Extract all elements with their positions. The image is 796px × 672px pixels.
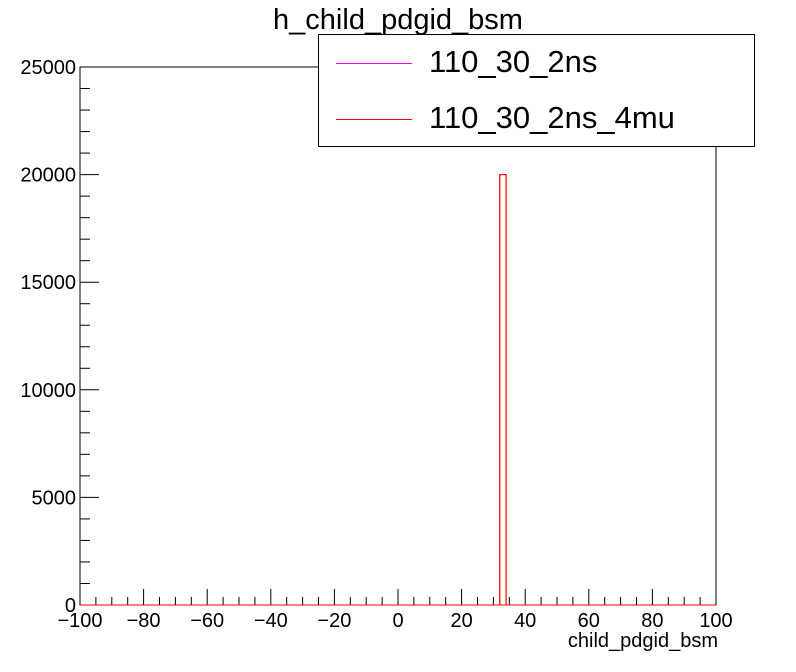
x-tick-label: −80 <box>127 610 161 632</box>
y-tick-label: 10000 <box>20 380 76 402</box>
y-tick-label: 20000 <box>20 165 76 187</box>
y-tick-label: 0 <box>65 595 76 617</box>
histogram-series-2 <box>80 174 716 606</box>
legend-label-1: 110_30_2ns <box>429 44 598 79</box>
x-tick-label: −20 <box>317 610 351 632</box>
legend-label-2: 110_30_2ns_4mu <box>429 100 675 135</box>
legend-entry-2: 110_30_2ns_4mu <box>319 91 754 147</box>
x-tick-label: 40 <box>514 610 536 632</box>
x-tick-label: 80 <box>641 610 663 632</box>
y-tick-label: 25000 <box>20 57 76 79</box>
x-tick-label: −100 <box>57 610 102 632</box>
x-tick-label: 20 <box>450 610 472 632</box>
legend: 110_30_2ns 110_30_2ns_4mu <box>318 34 755 147</box>
chart-title: h_child_pdgid_bsm <box>273 4 523 36</box>
y-tick-label: 15000 <box>20 272 76 294</box>
x-axis-label: child_pdgid_bsm <box>567 630 718 652</box>
x-tick-label: 0 <box>392 610 403 632</box>
legend-line-1 <box>336 63 412 64</box>
x-tick-label: −60 <box>190 610 224 632</box>
y-tick-label: 5000 <box>32 487 77 509</box>
legend-entry-1: 110_30_2ns <box>319 35 754 91</box>
axes-group: −100 −80 −60 −40 −20 0 20 40 60 80 100 0 5000 10000 15… <box>20 57 732 632</box>
plot-frame <box>79 66 717 606</box>
x-tick-label: −40 <box>254 610 288 632</box>
bars-group <box>80 174 716 606</box>
histogram-bar-2-1 <box>499 174 507 606</box>
x-tick-label: 100 <box>699 610 732 632</box>
x-tick-label: 60 <box>578 610 600 632</box>
legend-line-2 <box>336 119 412 120</box>
